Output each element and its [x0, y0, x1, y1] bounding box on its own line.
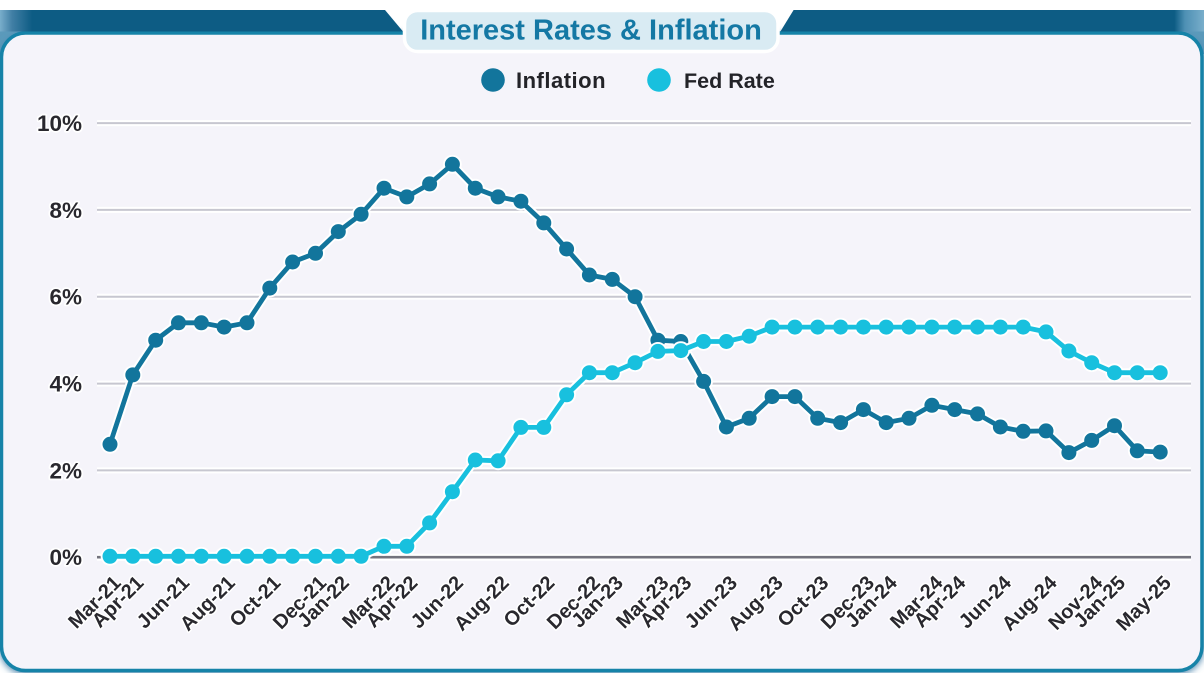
svg-text:Fed Rate: Fed Rate [684, 69, 775, 93]
svg-text:4%: 4% [49, 372, 82, 397]
svg-text:Inflation: Inflation [516, 68, 606, 93]
svg-text:10%: 10% [37, 111, 82, 136]
svg-text:6%: 6% [49, 285, 82, 310]
svg-text:2%: 2% [49, 458, 82, 483]
svg-text:8%: 8% [49, 198, 82, 223]
svg-text:Interest Rates & Inflation: Interest Rates & Inflation [420, 15, 762, 47]
svg-text:0%: 0% [49, 545, 82, 570]
